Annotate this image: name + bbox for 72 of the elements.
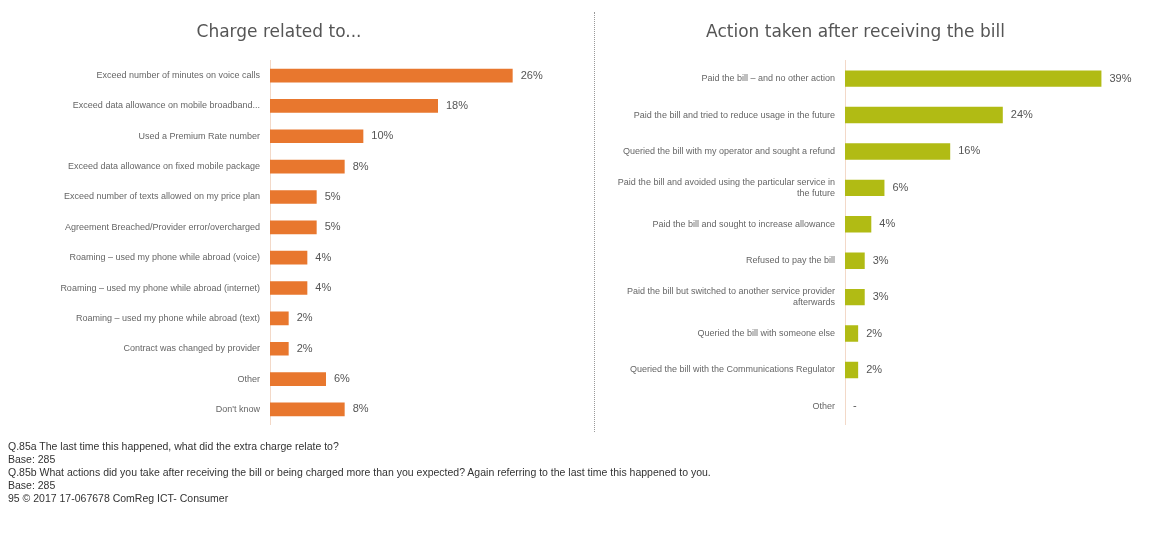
text: Q.85a The last time this happened, what did the extra charge relate to? (8, 440, 340, 453)
y-tick-label: Exceed number of texts allowed on my price plan (63, 191, 260, 202)
data-label: 10% (371, 129, 394, 142)
bar (270, 68, 513, 83)
data-label: 39% (1109, 71, 1132, 84)
y-tick-label: Other (812, 400, 835, 411)
text: Q.85b What actions did you take after receiving the bill or being charged more than you expected? Again referring to the last time this happened to you. (8, 466, 712, 479)
data-label: 3% (872, 253, 889, 266)
chart-title: Charge related to... (196, 20, 362, 41)
bar (845, 325, 859, 342)
y-tick-label: Paid the bill and tried to reduce usage in the future (633, 109, 835, 120)
data-label: 2% (866, 326, 883, 339)
y-tick-label: Paid the bill and avoided using the particular service in the future (617, 176, 835, 198)
data-label: 8% (352, 159, 369, 172)
data-label: 4% (879, 217, 896, 230)
bar (845, 106, 1003, 124)
data-label: 2% (866, 363, 883, 375)
bar (270, 402, 345, 417)
y-tick-label: Paid the bill but switched to another service provider afterwards (626, 286, 836, 308)
data-label: 16% (958, 144, 981, 157)
bar (845, 143, 951, 160)
y-tick-label: Roaming – used my phone while abroad (text) (75, 312, 260, 323)
bar (270, 220, 317, 235)
bar (270, 250, 308, 265)
y-tick-label: Paid the bill – and no other action (701, 73, 835, 84)
data-label: 2% (296, 311, 313, 324)
data-label: 4% (315, 281, 332, 294)
bar (270, 372, 326, 386)
y-tick-label: Queried the bill with the Communications Regulator (629, 364, 835, 375)
data-label: 5% (324, 220, 341, 233)
y-tick-label: Exceed number of minutes on voice calls (96, 70, 261, 81)
text: Base: 285 (8, 453, 57, 466)
data-label: 5% (324, 190, 341, 203)
data-label: 6% (892, 180, 909, 193)
data-label: 6% (334, 372, 351, 385)
bar (270, 159, 345, 174)
bar (845, 252, 865, 269)
y-tick-label: Used a Premium Rate number (138, 130, 260, 141)
bar (845, 70, 1102, 87)
text: - (853, 399, 857, 412)
data-label: 8% (352, 402, 369, 415)
y-tick-label: Queried the bill with someone else (697, 328, 835, 339)
bar (845, 216, 872, 233)
y-tick-label: Roaming – used my phone while abroad (voice) (69, 252, 260, 263)
bar (270, 281, 308, 295)
bar (270, 99, 438, 113)
bar (270, 129, 364, 144)
bar (845, 361, 859, 379)
y-tick-label: Refused to pay the bill (745, 255, 835, 266)
data-label: 24% (1010, 108, 1034, 121)
text: 95 © 2017 17-067678 ComReg ICT- Consumer (8, 492, 230, 505)
y-tick-label: Exceed data allowance on mobile broadband... (72, 100, 260, 111)
data-label: 2% (296, 341, 313, 354)
data-label: 3% (872, 290, 889, 303)
bar (845, 179, 885, 197)
data-label: 4% (315, 250, 332, 263)
bar (270, 341, 289, 356)
y-tick-label: Contract was changed by provider (123, 343, 260, 354)
y-tick-label: Agreement Breached/Provider error/overcharged (64, 221, 260, 232)
bar (270, 190, 317, 204)
y-tick-label: Paid the bill and sought to increase allowance (652, 218, 835, 229)
chart-title: Action taken after receiving the bill (706, 20, 1005, 41)
y-tick-label: Don't know (215, 403, 261, 414)
y-tick-label: Queried the bill with my operator and sought a refund (622, 145, 835, 156)
y-tick-label: Roaming – used my phone while abroad (internet) (60, 282, 260, 293)
bar (270, 311, 289, 326)
y-tick-label: Exceed data allowance on fixed mobile package (67, 161, 260, 172)
data-label: 18% (446, 98, 469, 111)
text: Base: 285 (8, 479, 57, 492)
y-tick-label: Other (237, 373, 260, 384)
data-label: 26% (520, 68, 543, 81)
bar (845, 288, 865, 306)
